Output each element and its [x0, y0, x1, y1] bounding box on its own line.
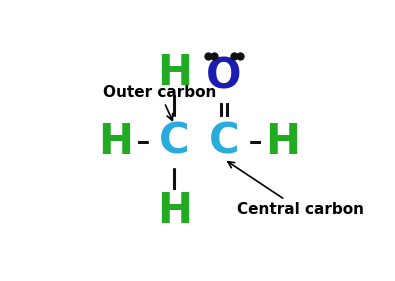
Point: [221, 140, 227, 144]
Point: [279, 140, 286, 144]
Text: Outer carbon: Outer carbon: [103, 85, 216, 120]
Text: O: O: [206, 56, 242, 98]
Text: H: H: [265, 121, 300, 163]
Point: [171, 140, 177, 144]
Text: C: C: [159, 121, 190, 163]
Point: [171, 71, 177, 75]
Point: [171, 209, 177, 213]
Text: H: H: [157, 190, 192, 232]
Text: H: H: [98, 121, 134, 163]
Point: [221, 75, 227, 79]
Text: Central carbon: Central carbon: [228, 162, 364, 217]
Text: H: H: [157, 52, 192, 94]
Text: C: C: [209, 121, 239, 163]
Point: [113, 140, 119, 144]
